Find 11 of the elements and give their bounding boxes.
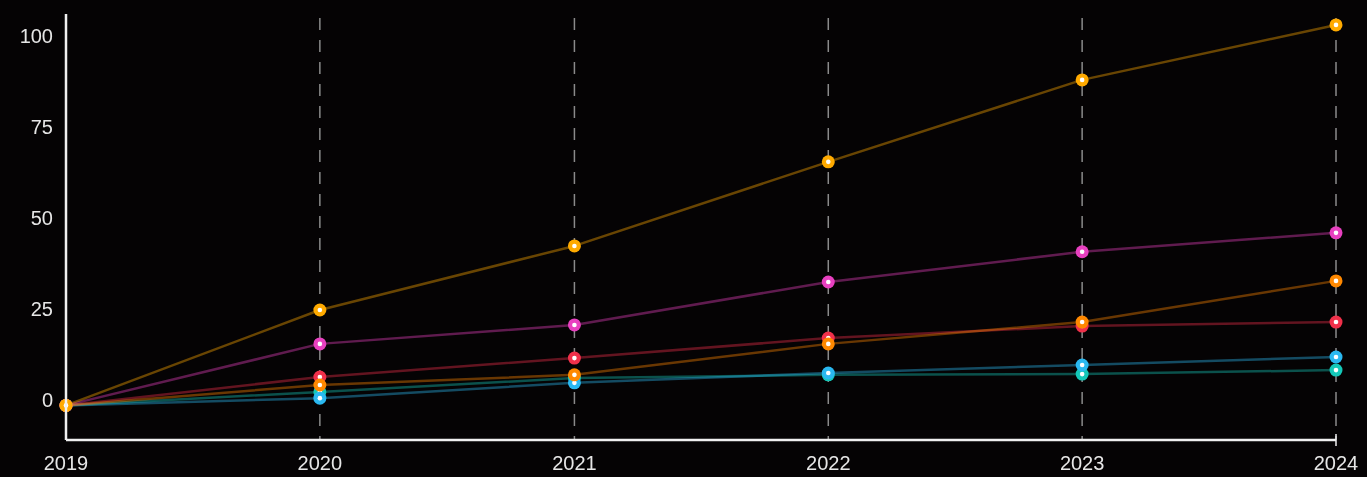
- y-tick-label: 50: [30, 206, 53, 229]
- y-tick-label: 100: [19, 24, 53, 47]
- x-tick-label: 2023: [1059, 452, 1105, 474]
- x-tick-label: 2022: [806, 452, 851, 474]
- y-tick-label: 25: [30, 297, 53, 320]
- y-tick-label: 75: [30, 115, 53, 138]
- y-tick-label: 0: [41, 388, 53, 411]
- x-tick-label: 2021: [552, 452, 597, 474]
- x-tick-label: 2019: [43, 452, 89, 474]
- x-tick-label: 2020: [297, 452, 343, 474]
- x-tick-label: 2024: [1313, 452, 1359, 474]
